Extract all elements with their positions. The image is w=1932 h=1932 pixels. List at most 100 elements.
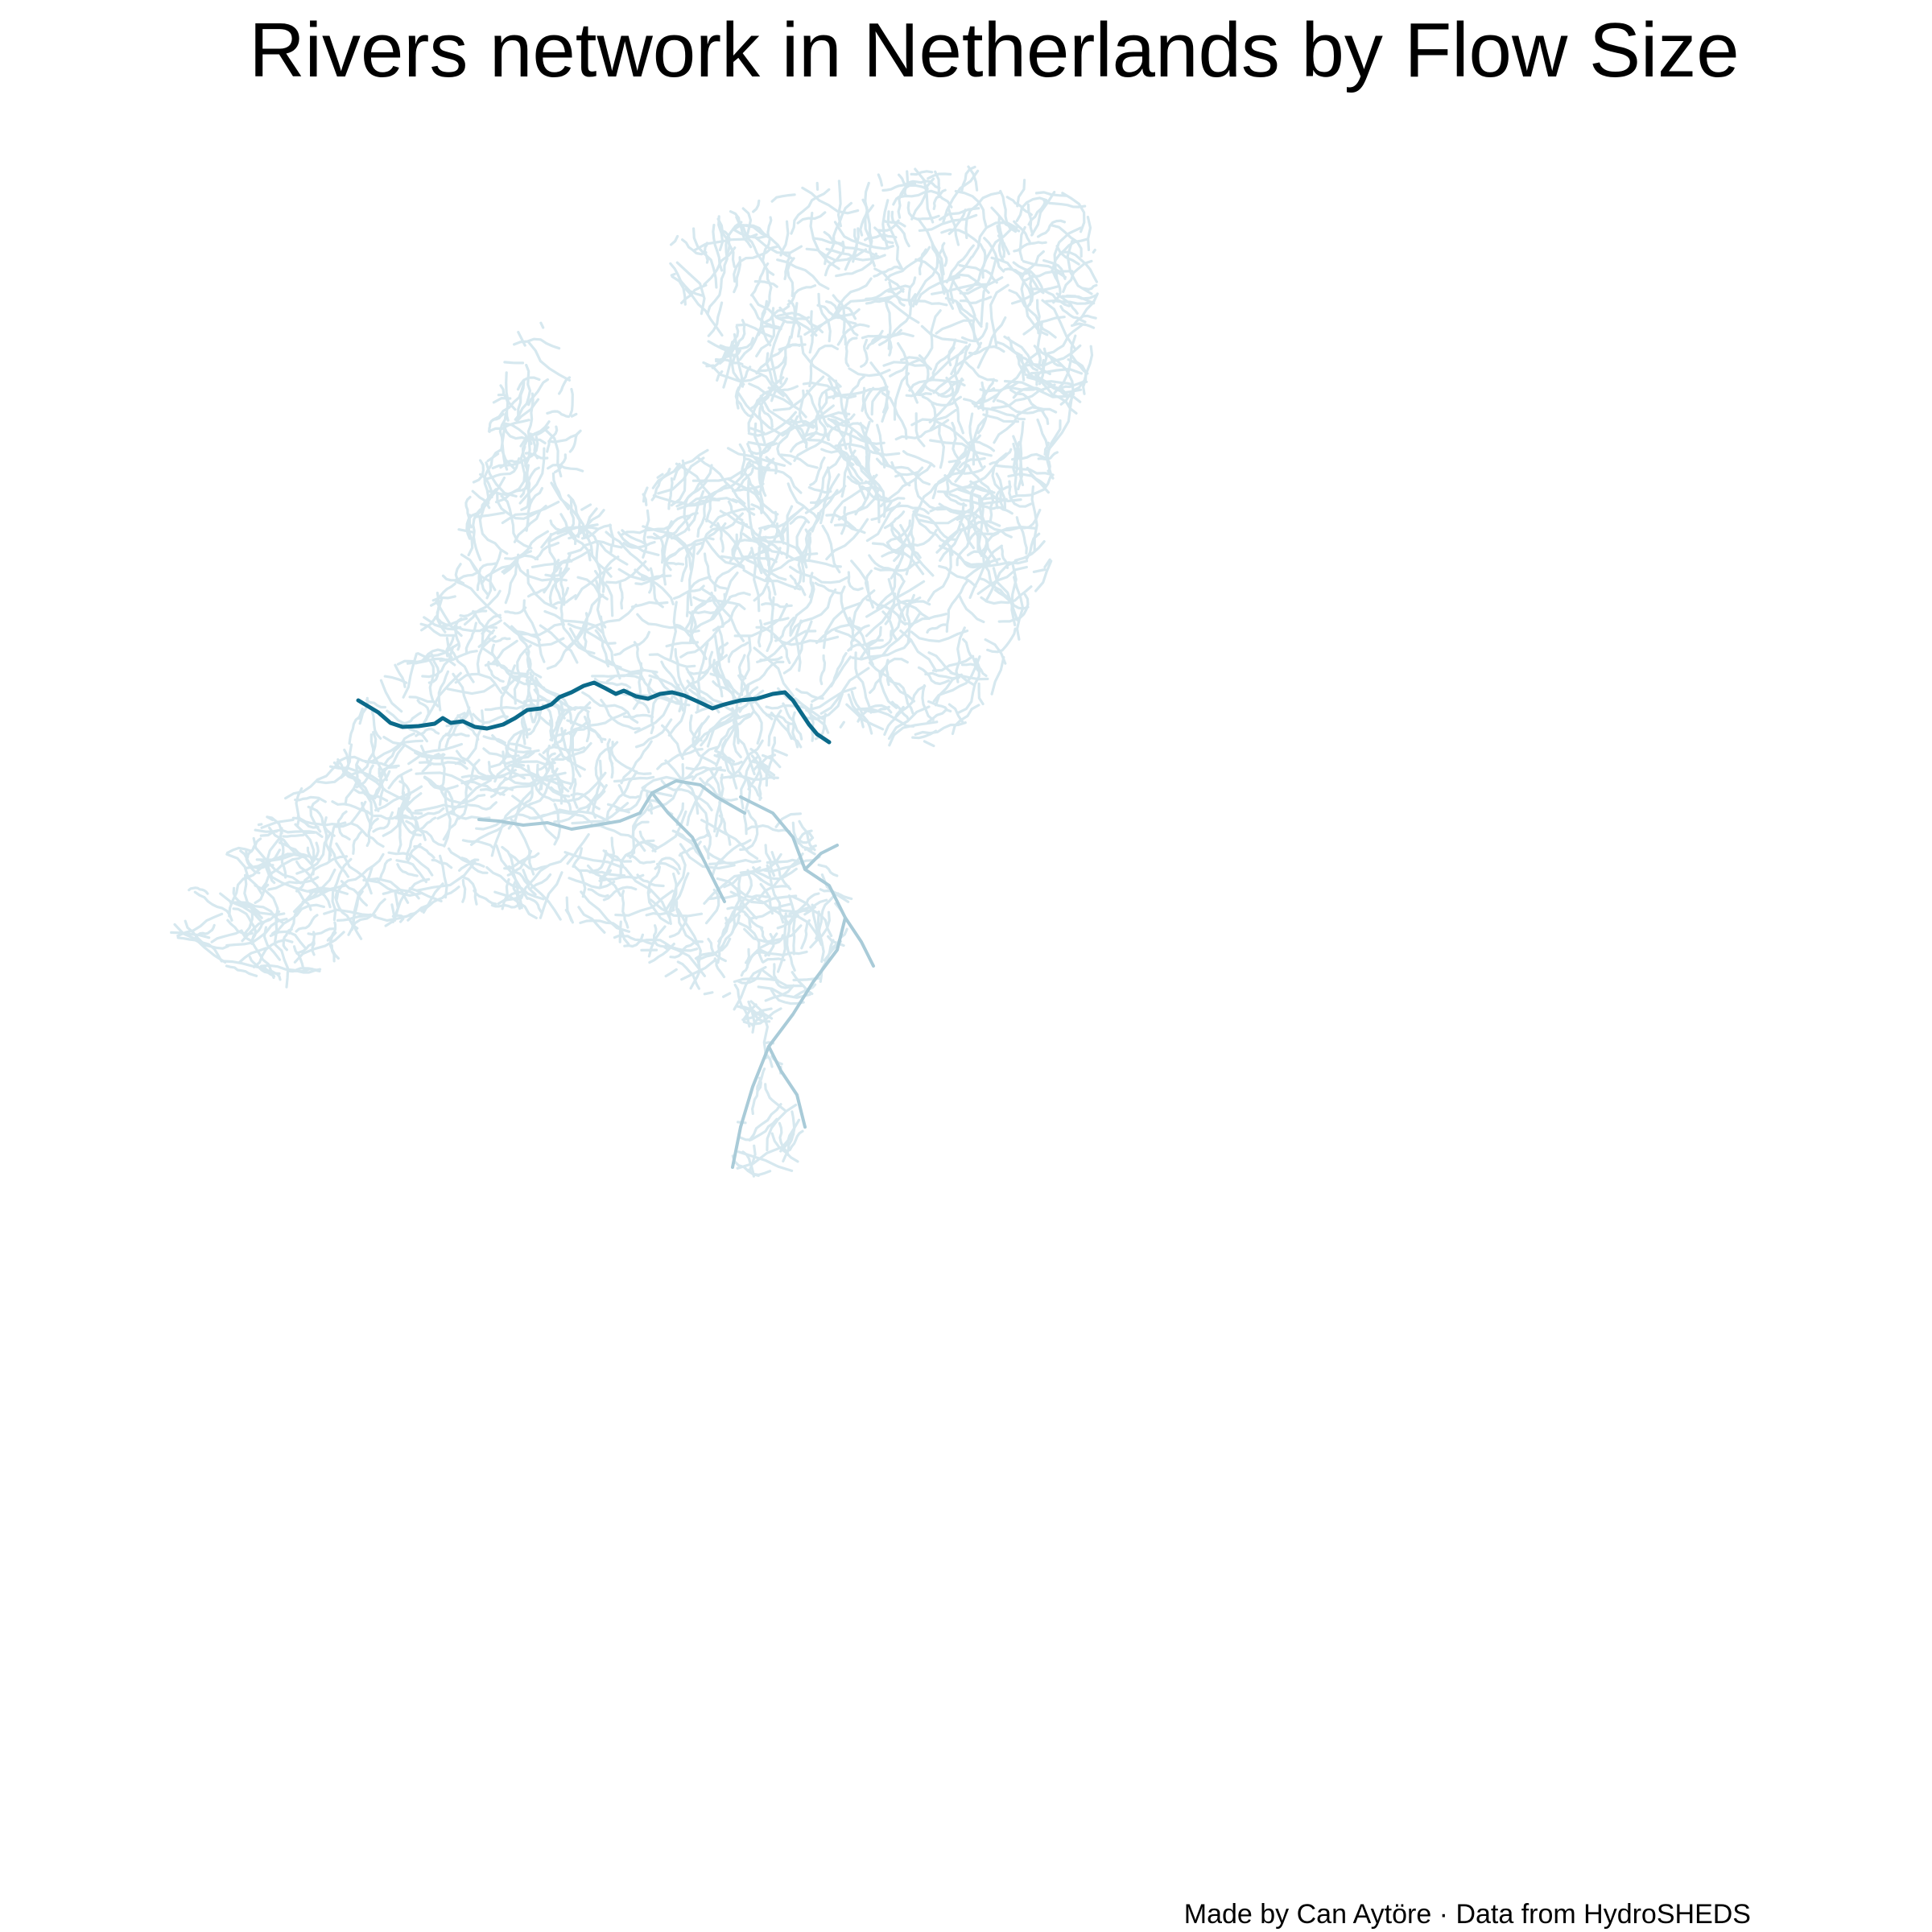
small-river xyxy=(485,457,521,481)
small-river xyxy=(520,487,543,511)
small-river xyxy=(606,738,614,779)
small-river xyxy=(615,784,647,812)
small-river xyxy=(641,775,694,790)
small-river xyxy=(488,413,505,433)
small-river xyxy=(464,621,477,654)
small-river xyxy=(944,296,983,328)
small-river xyxy=(762,527,788,539)
small-river xyxy=(978,497,1013,539)
small-river xyxy=(706,279,723,316)
small-river xyxy=(422,671,462,725)
small-river xyxy=(927,544,952,602)
small-river xyxy=(926,623,947,634)
small-river xyxy=(1000,546,1009,569)
small-river xyxy=(620,740,653,785)
small-river xyxy=(920,324,968,345)
small-river xyxy=(671,829,710,843)
small-river xyxy=(232,886,263,919)
small-river xyxy=(1026,203,1034,236)
small-river xyxy=(518,447,546,505)
small-river xyxy=(568,627,622,669)
small-river xyxy=(788,1129,804,1151)
small-river xyxy=(1013,576,1025,641)
small-river xyxy=(887,705,931,741)
small-river xyxy=(706,829,712,860)
small-river xyxy=(947,703,964,724)
small-river xyxy=(295,914,319,933)
small-river xyxy=(696,456,746,505)
small-river xyxy=(649,898,704,918)
small-river xyxy=(986,627,1017,654)
small-river xyxy=(762,855,821,873)
small-river xyxy=(790,188,831,235)
small-river xyxy=(734,386,754,419)
small-river xyxy=(485,548,503,600)
small-river xyxy=(865,592,897,638)
small-river xyxy=(825,386,889,399)
small-river xyxy=(684,650,714,691)
small-river xyxy=(587,888,609,898)
small-river xyxy=(737,969,762,985)
small-river xyxy=(787,894,796,956)
small-river xyxy=(656,748,704,770)
small-river xyxy=(336,758,375,800)
small-river xyxy=(911,247,944,308)
small-river xyxy=(794,531,812,590)
small-river xyxy=(763,304,791,324)
small-river xyxy=(776,312,824,334)
small-river xyxy=(546,425,559,453)
small-river xyxy=(472,459,485,484)
small-river xyxy=(873,560,921,572)
small-river xyxy=(444,733,470,737)
small-river xyxy=(696,489,724,538)
small-river xyxy=(854,651,873,714)
small-river xyxy=(881,182,917,192)
small-river xyxy=(572,847,583,868)
small-river xyxy=(675,261,706,316)
small-river xyxy=(794,983,817,998)
small-river xyxy=(990,656,1005,696)
small-river xyxy=(977,682,985,706)
small-river xyxy=(748,1103,782,1142)
small-river xyxy=(568,877,616,890)
small-river xyxy=(976,316,1007,369)
small-river xyxy=(731,874,742,934)
medium-river xyxy=(731,795,847,1169)
small-river xyxy=(982,413,1020,423)
small-river xyxy=(1043,393,1074,456)
small-river xyxy=(617,783,640,799)
small-river xyxy=(340,749,350,779)
small-river xyxy=(819,939,835,983)
small-river xyxy=(907,180,941,190)
small-river xyxy=(517,331,526,347)
small-river xyxy=(387,851,434,877)
small-river xyxy=(825,247,886,262)
small-river xyxy=(413,844,436,859)
small-river xyxy=(568,712,627,736)
small-river xyxy=(765,552,819,580)
small-river xyxy=(949,273,990,295)
small-river xyxy=(461,878,467,903)
small-river xyxy=(814,454,842,507)
small-river xyxy=(1032,406,1050,425)
small-river xyxy=(755,307,776,357)
small-river xyxy=(458,858,480,872)
small-river xyxy=(884,246,931,282)
small-river xyxy=(586,864,622,897)
small-river xyxy=(857,432,871,476)
small-river xyxy=(783,419,816,428)
small-river xyxy=(1016,354,1026,382)
small-river xyxy=(953,345,968,395)
small-river xyxy=(685,667,708,706)
small-river xyxy=(460,875,478,906)
small-river xyxy=(670,272,676,277)
small-river xyxy=(383,732,415,766)
small-river xyxy=(457,528,474,534)
small-river xyxy=(296,815,320,829)
small-river xyxy=(741,365,785,398)
small-river xyxy=(931,654,975,672)
small-river xyxy=(746,479,762,547)
small-river xyxy=(900,356,932,370)
small-river xyxy=(980,585,1033,605)
small-river xyxy=(257,823,263,827)
